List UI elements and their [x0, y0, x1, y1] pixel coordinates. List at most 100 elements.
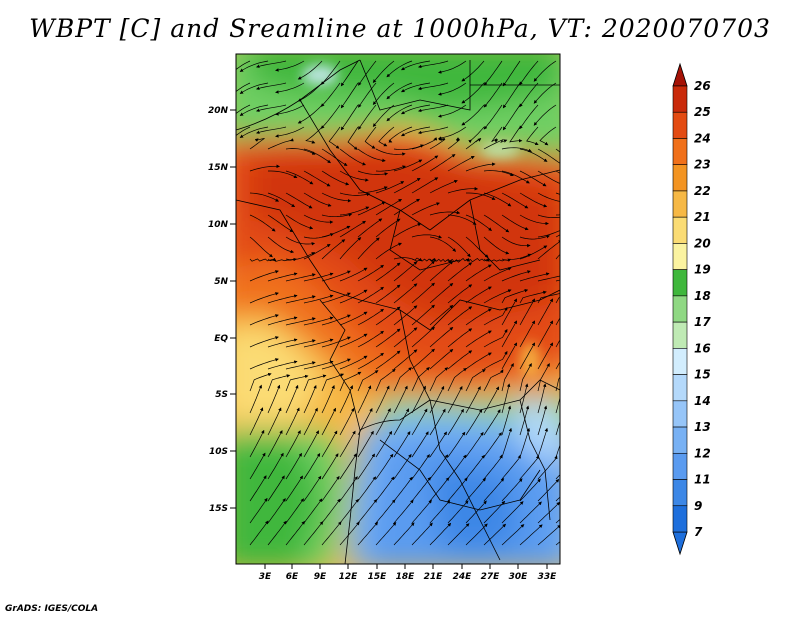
streamline [501, 524, 525, 546]
streamline [483, 500, 506, 524]
streamline [297, 104, 323, 124]
colorbar-segment [672, 321, 688, 349]
streamline [321, 358, 351, 370]
streamline [339, 371, 362, 392]
streamline [357, 170, 389, 176]
streamline [465, 386, 481, 414]
colorbar-segment [672, 269, 688, 297]
streamline [537, 275, 560, 282]
streamline [375, 218, 401, 238]
streamline [555, 443, 560, 458]
streamline [321, 373, 345, 392]
streamline [418, 60, 449, 69]
streamline [285, 317, 316, 326]
streamline [501, 236, 531, 248]
streamline [438, 126, 467, 140]
streamline [411, 454, 430, 480]
streamline [339, 237, 362, 260]
streamline [393, 283, 418, 304]
streamline [393, 261, 418, 282]
streamline [303, 243, 331, 260]
streamline [357, 370, 379, 392]
streamline [375, 165, 406, 172]
streamline [249, 270, 279, 282]
streamline [339, 355, 368, 370]
streamline [447, 262, 473, 282]
streamline [519, 148, 548, 162]
streamline [501, 383, 511, 414]
streamline [483, 350, 508, 370]
streamline [375, 262, 401, 282]
streamline [375, 430, 393, 458]
colorbar-segment [672, 243, 688, 270]
streamline [340, 104, 359, 131]
streamline [465, 258, 490, 263]
streamline [519, 60, 539, 86]
streamline [537, 320, 554, 348]
streamline [519, 427, 531, 458]
streamline [501, 214, 529, 231]
streamline [303, 338, 334, 348]
streamline [519, 192, 548, 208]
streamline [447, 408, 464, 436]
streamline [537, 293, 560, 304]
streamline [555, 474, 560, 480]
streamline [321, 213, 353, 218]
streamline [483, 236, 510, 255]
streamline [321, 453, 339, 480]
streamline [411, 476, 431, 502]
streamline [249, 292, 279, 304]
streamline [321, 430, 338, 458]
streamline [483, 432, 502, 458]
streamline [375, 368, 396, 392]
streamline [285, 170, 314, 185]
lat-tick-label: 10N [208, 220, 229, 230]
colorbar-label: 13 [694, 420, 711, 434]
streamline [537, 455, 558, 480]
colorbar-label: 16 [694, 341, 711, 355]
lon-tick-label: 18E [396, 572, 416, 582]
colorbar-segment [672, 505, 688, 533]
colorbar-label: 26 [694, 79, 711, 93]
streamline [375, 408, 391, 436]
colorbar-segment [672, 452, 688, 480]
streamline [357, 286, 384, 304]
streamline [519, 363, 532, 392]
streamline [267, 407, 282, 436]
streamline [519, 214, 549, 226]
lat-tick-label: 5S [215, 390, 228, 400]
streamline [267, 236, 295, 254]
streamline [393, 349, 418, 370]
streamline [483, 409, 501, 436]
streamline [357, 385, 372, 414]
streamline [256, 126, 287, 134]
streamline [465, 523, 488, 546]
streamline [372, 82, 395, 105]
streamline [438, 82, 467, 96]
streamline [393, 327, 418, 348]
streamline [321, 239, 346, 260]
longitude-axis: 3E 6E 9E 12E 15E 18E 21E 24E 27E 30E 33E [259, 564, 557, 582]
lon-tick-label: 24E [453, 572, 473, 582]
streamline [400, 104, 431, 115]
streamline [303, 498, 323, 524]
streamline [303, 192, 332, 207]
streamline [501, 501, 524, 524]
streamline [533, 82, 557, 104]
colorbar-segment [672, 374, 688, 402]
streamline [429, 210, 461, 216]
colorbar-segment [672, 164, 688, 192]
streamline [400, 82, 431, 93]
streamline [357, 264, 384, 282]
streamline [519, 501, 542, 524]
streamline [339, 407, 355, 436]
streamline [303, 294, 334, 304]
streamline [555, 420, 560, 436]
streamline [285, 273, 316, 282]
streamline [303, 407, 318, 436]
streamline [239, 104, 269, 116]
streamline [267, 272, 298, 282]
streamline [339, 476, 358, 502]
streamline [465, 352, 492, 370]
streamline [537, 405, 548, 436]
